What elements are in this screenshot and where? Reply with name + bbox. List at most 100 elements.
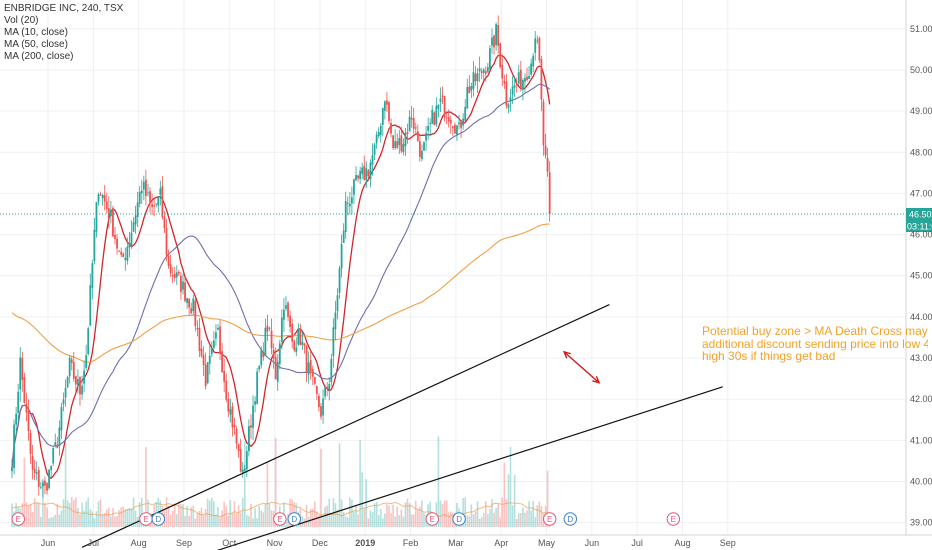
time-tick-label: Apr bbox=[494, 538, 508, 548]
volume-bar bbox=[64, 443, 67, 527]
ma50-legend[interactable]: MA (50, close) bbox=[4, 39, 68, 50]
candle-body bbox=[157, 196, 160, 206]
volume-bar bbox=[270, 510, 273, 527]
candle-body bbox=[324, 387, 327, 397]
volume-bar bbox=[355, 505, 357, 527]
volume-bar bbox=[322, 516, 324, 527]
volume-bar bbox=[439, 500, 442, 527]
volume-bar bbox=[25, 502, 28, 527]
candle-body bbox=[54, 442, 57, 446]
volume-bar bbox=[254, 508, 256, 527]
candle-body bbox=[363, 165, 366, 180]
annotation-line: high 30s if things get bad bbox=[702, 349, 836, 363]
candle-body bbox=[101, 194, 104, 199]
volume-bar bbox=[507, 474, 510, 527]
candle-body bbox=[97, 194, 100, 202]
candle-body bbox=[252, 405, 254, 428]
volume-bar bbox=[118, 510, 120, 527]
volume-bar bbox=[342, 511, 345, 527]
volume-bar bbox=[540, 505, 543, 527]
earnings-marker-label: E bbox=[430, 515, 435, 524]
volume-bar bbox=[536, 505, 539, 527]
volume-bar bbox=[476, 501, 479, 527]
candle-body bbox=[480, 71, 483, 74]
volume-bar bbox=[202, 514, 205, 527]
candle-body bbox=[466, 86, 469, 109]
candle-body bbox=[235, 429, 238, 444]
volume-bar bbox=[462, 497, 464, 527]
candle-body bbox=[149, 191, 151, 203]
candle-body bbox=[231, 406, 234, 428]
candle-body bbox=[305, 346, 308, 372]
volume-bar bbox=[505, 499, 508, 527]
candle-body bbox=[112, 207, 114, 237]
volume-bar bbox=[375, 501, 378, 527]
candle-body bbox=[114, 234, 116, 239]
candle-body bbox=[396, 141, 399, 148]
candle-body bbox=[171, 274, 174, 277]
volume-bar bbox=[369, 510, 372, 527]
volume-bar bbox=[213, 501, 215, 527]
candle-body bbox=[169, 264, 172, 274]
volume-legend[interactable]: Vol (20) bbox=[4, 15, 39, 26]
price-tick-label: 41.00 bbox=[910, 435, 932, 445]
candle-body bbox=[68, 357, 71, 377]
price-tick-label: 47.00 bbox=[910, 188, 932, 198]
candle-body bbox=[369, 162, 372, 180]
candle-body bbox=[375, 134, 378, 144]
candle-body bbox=[377, 132, 380, 137]
volume-bar bbox=[248, 516, 250, 527]
candle-body bbox=[464, 106, 467, 121]
volume-bar bbox=[390, 513, 392, 527]
candle-body bbox=[412, 118, 415, 129]
moving-averages bbox=[11, 54, 551, 480]
volume-bar bbox=[95, 511, 98, 527]
candle-body bbox=[386, 100, 388, 105]
candle-body bbox=[540, 59, 543, 100]
volume-bar bbox=[169, 514, 172, 527]
candle-body bbox=[87, 328, 90, 355]
volume-bar bbox=[132, 497, 135, 527]
volume-bar bbox=[520, 512, 522, 527]
volume-bar bbox=[449, 511, 452, 527]
ma10-legend[interactable]: MA (10, close) bbox=[4, 27, 68, 38]
volume-bar bbox=[252, 518, 254, 527]
price-tick-label: 43.00 bbox=[910, 353, 932, 363]
volume-bar bbox=[89, 508, 92, 527]
candlestick-series bbox=[11, 15, 551, 498]
candle-body bbox=[241, 469, 244, 473]
candle-body bbox=[503, 80, 506, 84]
volume-bar bbox=[79, 513, 81, 527]
volume-bar bbox=[126, 509, 129, 527]
buy-zone-annotation[interactable]: Potential buy zone > MA Death Cross may … bbox=[702, 325, 928, 365]
candle-body bbox=[89, 285, 92, 326]
volume-bar bbox=[274, 438, 277, 527]
volume-bar bbox=[46, 507, 48, 527]
candle-body bbox=[70, 359, 73, 363]
volume-bar bbox=[361, 472, 363, 527]
candle-body bbox=[206, 362, 209, 384]
candle-body bbox=[163, 216, 166, 229]
ma200-legend[interactable]: MA (200, close) bbox=[4, 51, 74, 62]
time-tick-label: Feb bbox=[403, 538, 419, 548]
candle-body bbox=[501, 64, 504, 79]
price-tick-label: 45.00 bbox=[910, 271, 932, 281]
candle-body bbox=[130, 232, 133, 247]
volume-bar bbox=[225, 506, 228, 527]
candle-body bbox=[60, 406, 63, 431]
volume-bar bbox=[138, 502, 141, 527]
symbol-title[interactable]: ENBRIDGE INC, 240, TSX bbox=[4, 3, 124, 14]
volume-bar bbox=[128, 508, 131, 527]
candle-body bbox=[182, 281, 184, 290]
volume-bar bbox=[489, 509, 491, 527]
candle-body bbox=[462, 118, 465, 126]
candle-body bbox=[334, 312, 337, 330]
candle-body bbox=[204, 364, 207, 387]
volume-bar bbox=[23, 457, 26, 527]
volume-bar bbox=[501, 497, 504, 527]
volume-bar bbox=[54, 514, 57, 527]
candle-body bbox=[431, 109, 434, 124]
candle-body bbox=[357, 175, 359, 179]
volume-bar bbox=[509, 446, 512, 527]
